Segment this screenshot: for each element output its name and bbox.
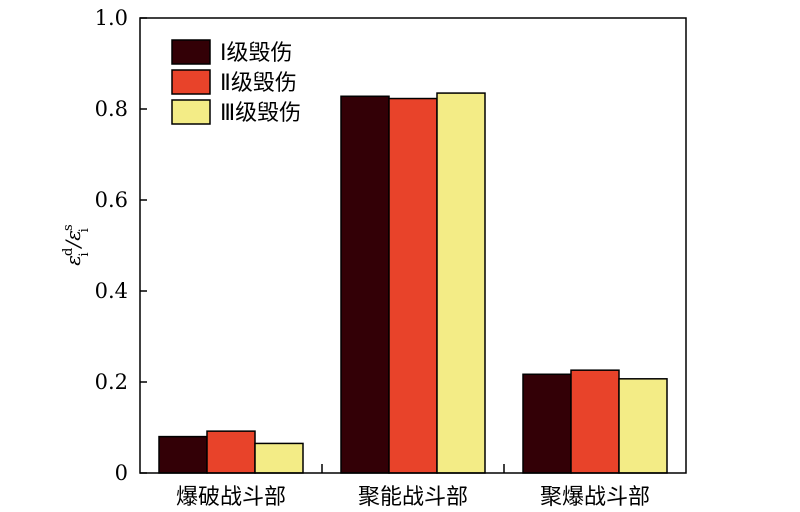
y-label-sub-2: i bbox=[77, 228, 92, 232]
bar bbox=[388, 97, 438, 474]
legend-swatch bbox=[171, 99, 211, 125]
bars bbox=[158, 92, 668, 474]
y-tick-label: 0.2 bbox=[95, 370, 128, 394]
y-axis-label: εdi/εsi bbox=[61, 224, 92, 265]
x-axis-ticks bbox=[321, 464, 505, 473]
y-tick-label: 0.8 bbox=[95, 97, 128, 121]
y-tick-label: 0 bbox=[115, 461, 128, 485]
y-axis-ticks bbox=[140, 17, 147, 474]
y-label-sup-1: d bbox=[61, 248, 76, 256]
y-label-sub-1: i bbox=[77, 252, 92, 256]
legend-label: Ⅲ级毁伤 bbox=[220, 101, 301, 126]
bar bbox=[158, 435, 208, 474]
y-label-sup-2: s bbox=[61, 224, 76, 231]
category-label: 聚能战斗部 bbox=[358, 485, 468, 510]
bar bbox=[436, 92, 486, 474]
y-tick-label: 0.6 bbox=[95, 188, 128, 212]
bar bbox=[340, 95, 390, 474]
bar bbox=[570, 369, 620, 474]
legend-swatch bbox=[171, 69, 211, 95]
y-label-epsilon-1: ε bbox=[61, 255, 85, 266]
y-tick-label: 1.0 bbox=[95, 6, 128, 30]
category-labels: 爆破战斗部 聚能战斗部 聚爆战斗部 bbox=[176, 485, 650, 510]
plot-frame bbox=[139, 17, 687, 474]
y-tick-label: 0.4 bbox=[95, 279, 128, 303]
legend-swatch bbox=[171, 39, 211, 65]
bar bbox=[206, 430, 256, 474]
bar bbox=[618, 378, 668, 474]
bar bbox=[254, 442, 304, 474]
legend-label: Ⅰ级毁伤 bbox=[220, 41, 293, 66]
legend-label: Ⅱ级毁伤 bbox=[220, 71, 297, 96]
y-label-slash: / bbox=[61, 238, 85, 249]
category-label: 聚爆战斗部 bbox=[540, 485, 650, 510]
category-label: 爆破战斗部 bbox=[176, 485, 286, 510]
y-label-epsilon-2: ε bbox=[61, 230, 85, 241]
y-tick-labels: 0 0.2 0.4 0.6 0.8 1.0 bbox=[95, 6, 128, 485]
bar bbox=[522, 373, 572, 474]
legend: Ⅰ级毁伤 Ⅱ级毁伤 Ⅲ级毁伤 bbox=[171, 39, 301, 126]
